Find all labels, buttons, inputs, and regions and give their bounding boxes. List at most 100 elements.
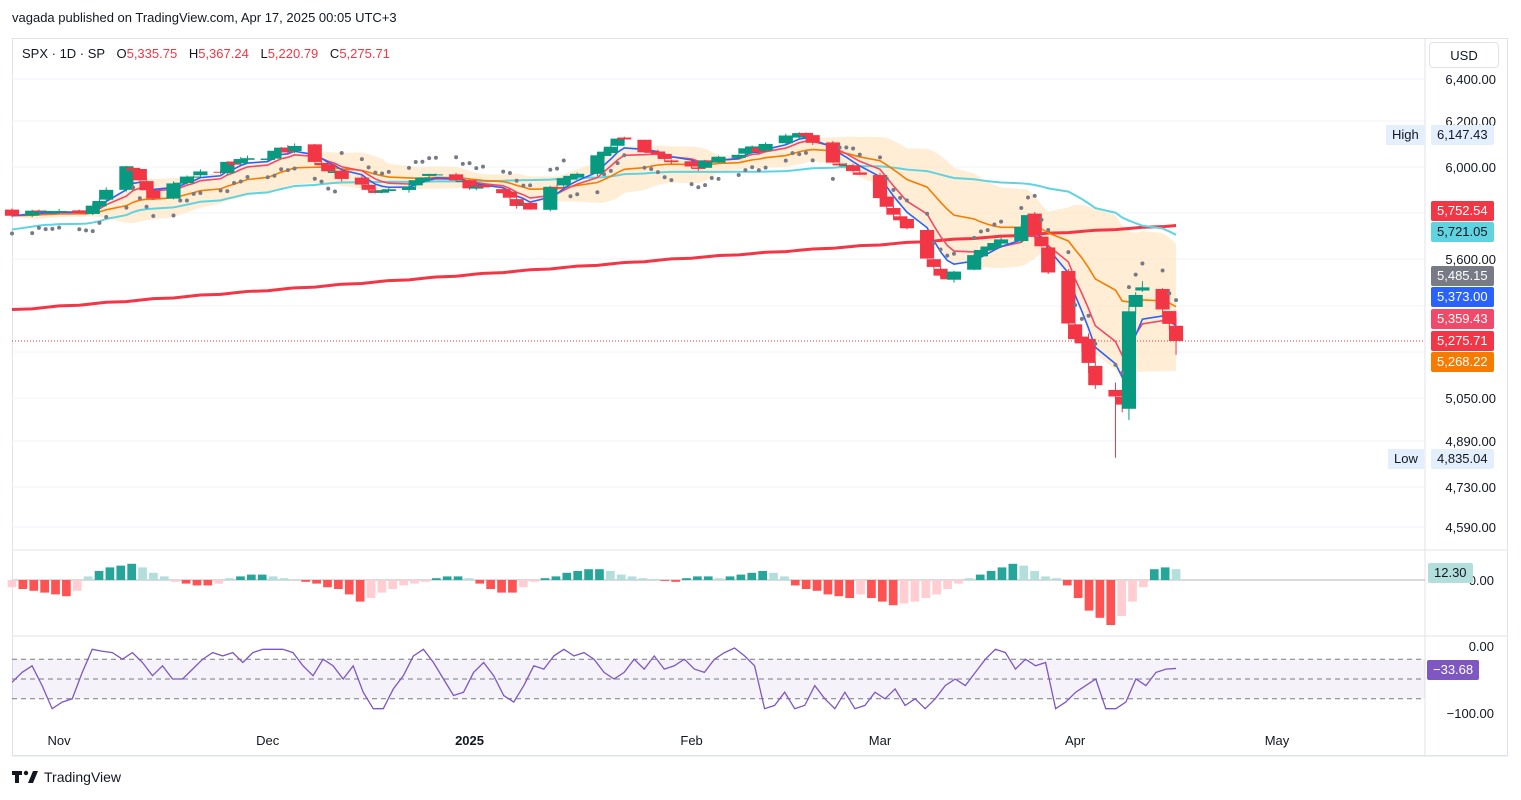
macd-bar bbox=[181, 580, 191, 584]
macd-bar bbox=[758, 571, 767, 580]
psar-dot bbox=[36, 225, 41, 230]
low-marker-label: Low bbox=[1388, 449, 1424, 469]
candle-body bbox=[684, 161, 699, 167]
macd-bar bbox=[964, 578, 974, 580]
macd-bar bbox=[301, 580, 311, 582]
psar-dot bbox=[501, 169, 506, 174]
macd-bar bbox=[464, 578, 474, 580]
macd-bar bbox=[497, 580, 506, 593]
candle-body bbox=[428, 174, 443, 176]
price-axis-tick: 4,890.00 bbox=[1445, 434, 1496, 449]
psar-dot bbox=[655, 170, 660, 175]
currency-button[interactable]: USD bbox=[1429, 42, 1499, 68]
macd-bar bbox=[72, 580, 82, 591]
macd-bar bbox=[573, 571, 583, 580]
psar-dot bbox=[124, 205, 129, 210]
candle-body bbox=[664, 160, 679, 163]
macd-bar bbox=[638, 578, 648, 580]
psar-dot bbox=[104, 214, 109, 219]
psar-dot bbox=[703, 183, 708, 188]
macd-bar bbox=[725, 576, 735, 580]
candle-body bbox=[354, 177, 369, 185]
bollinger-band-fill bbox=[12, 136, 1177, 380]
macd-bar bbox=[257, 574, 267, 580]
psar-dot bbox=[763, 165, 768, 170]
macd-bar bbox=[1062, 580, 1072, 586]
psar-dot bbox=[232, 181, 237, 186]
williams-r-pane bbox=[11, 647, 1425, 710]
psar-dot bbox=[783, 158, 788, 163]
candle-body bbox=[1081, 338, 1096, 363]
candle-body bbox=[556, 178, 571, 186]
candle-body bbox=[361, 184, 376, 190]
macd-bar bbox=[421, 580, 430, 582]
macd-bar bbox=[801, 580, 811, 589]
candle-body bbox=[1108, 389, 1123, 397]
psar-dot bbox=[460, 161, 465, 166]
macd-bar bbox=[1019, 565, 1029, 580]
macd-bar bbox=[867, 580, 876, 598]
candle-body bbox=[502, 191, 517, 198]
psar-dot bbox=[696, 185, 701, 190]
psar-dot bbox=[191, 191, 196, 196]
macd-bar bbox=[1171, 569, 1181, 580]
macd-bar bbox=[159, 576, 169, 580]
candle-body bbox=[449, 174, 464, 181]
psar-dot bbox=[413, 160, 418, 165]
candle-body bbox=[872, 175, 888, 199]
psar-dot bbox=[339, 151, 344, 156]
macd-bar bbox=[562, 572, 572, 580]
candle-body bbox=[193, 171, 208, 176]
psar-dot bbox=[595, 190, 600, 195]
footer-brand[interactable]: TradingView bbox=[12, 769, 121, 785]
psar-dot bbox=[689, 182, 694, 187]
psar-dot bbox=[1126, 285, 1131, 290]
psar-dot bbox=[50, 226, 55, 231]
x-axis-label: Apr bbox=[1065, 733, 1086, 748]
candle-body bbox=[691, 167, 706, 169]
candle-body bbox=[946, 271, 962, 280]
candle-body bbox=[1128, 294, 1143, 307]
axis-labels: 6,400.006,200.006,000.005,600.005,050.00… bbox=[48, 72, 1496, 748]
macd-bar bbox=[268, 576, 278, 580]
macd-bar bbox=[747, 572, 757, 580]
price-tag-williams-r: −33.68 bbox=[1427, 660, 1480, 680]
candle-body bbox=[973, 249, 988, 257]
macd-bar bbox=[986, 571, 996, 580]
psar-dot bbox=[420, 159, 425, 164]
psar-dot bbox=[184, 198, 189, 203]
candle-body bbox=[1061, 271, 1076, 324]
candle-body bbox=[590, 155, 605, 174]
macd-bar bbox=[1160, 567, 1170, 580]
psar-dot bbox=[97, 220, 102, 225]
candle-body bbox=[570, 173, 585, 178]
macd-bar bbox=[997, 567, 1007, 580]
psar-dot bbox=[1160, 268, 1165, 273]
candle-body bbox=[186, 176, 201, 178]
macd-bar bbox=[7, 580, 17, 588]
candle-body bbox=[1088, 365, 1103, 386]
psar-dot bbox=[1026, 195, 1031, 200]
psar-dot bbox=[830, 176, 835, 181]
psar-dot bbox=[312, 176, 317, 181]
psar-dot bbox=[743, 168, 748, 173]
macd-bar bbox=[225, 578, 234, 580]
psar-dot bbox=[851, 146, 856, 151]
macd-bar bbox=[116, 565, 126, 580]
macd-bar bbox=[410, 580, 419, 584]
psar-dot bbox=[898, 195, 903, 200]
psar-dot bbox=[57, 225, 62, 230]
x-axis-label: Mar bbox=[869, 733, 892, 748]
williams-axis-tick: 0.00 bbox=[1469, 639, 1494, 654]
macd-bar bbox=[1128, 580, 1137, 602]
macd-bar bbox=[312, 580, 321, 584]
candle-body bbox=[617, 137, 632, 140]
symbol-label[interactable]: SPX · 1D · SP bbox=[22, 46, 105, 61]
psar-dot bbox=[1093, 341, 1098, 346]
psar-dot bbox=[225, 189, 230, 194]
psar-dot bbox=[602, 172, 607, 177]
high-value: 5,367.24 bbox=[198, 46, 249, 61]
price-tag-sma200: 5,752.54 bbox=[1431, 201, 1494, 221]
close-label: C bbox=[329, 46, 340, 61]
